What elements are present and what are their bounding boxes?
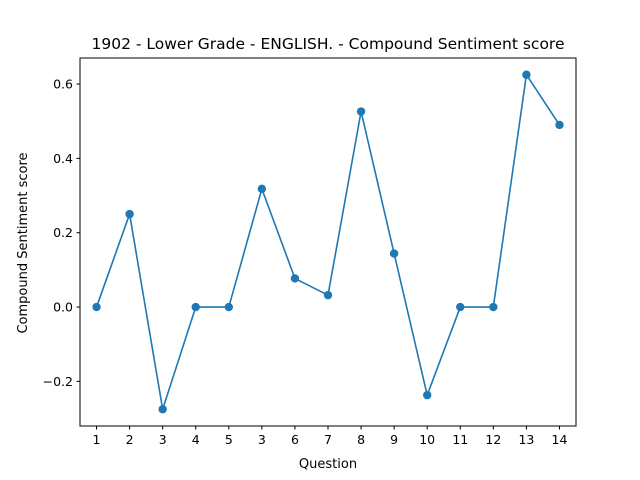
data-point: [423, 390, 432, 400]
x-tick-label: 3: [258, 432, 266, 447]
y-axis: −0.2 0.0 0.2 0.4 0.6: [43, 77, 80, 389]
x-tick-label: 10: [419, 432, 435, 447]
chart-title: 1902 - Lower Grade - ENGLISH. - Compound…: [92, 35, 565, 53]
x-tick-label: 11: [452, 432, 468, 447]
x-tick-label: 8: [357, 432, 365, 447]
x-tick-label: 3: [159, 432, 167, 447]
data-point: [290, 274, 300, 283]
data-point: [257, 184, 267, 194]
data-point: [456, 302, 465, 312]
data-point: [356, 107, 366, 116]
y-tick-label: 0.2: [53, 225, 73, 240]
x-axis: 1 2 3 4 5 3 6 7 8 9 10 11 12 13 14: [93, 426, 568, 447]
data-point: [555, 120, 564, 130]
x-tick-label: 6: [291, 432, 299, 447]
y-tick-label: 0.0: [53, 300, 73, 315]
x-tick-label: 1: [93, 432, 101, 447]
data-point: [125, 209, 134, 219]
x-tick-label: 14: [552, 432, 568, 447]
y-axis-label: Compound Sentiment score: [16, 152, 31, 333]
x-axis-label: Question: [299, 457, 357, 472]
x-tick-label: 2: [126, 432, 134, 447]
x-tick-label: 13: [518, 432, 534, 447]
series-points-group: [92, 70, 564, 414]
data-point: [158, 405, 167, 414]
data-point: [389, 249, 399, 258]
y-tick-label: −0.2: [43, 374, 73, 389]
x-tick-label: 7: [324, 432, 332, 447]
plot-frame: [79, 57, 577, 427]
data-point: [323, 290, 333, 300]
data-point: [92, 302, 101, 312]
data-point: [489, 302, 498, 312]
data-point: [522, 70, 531, 79]
data-point: [224, 302, 233, 312]
y-tick-label: 0.6: [53, 77, 73, 92]
x-tick-label: 12: [485, 432, 501, 447]
y-tick-label: 0.4: [53, 151, 73, 166]
data-point: [191, 302, 200, 312]
x-tick-label: 9: [390, 432, 398, 447]
x-tick-label: 5: [225, 432, 233, 447]
x-tick-label: 4: [192, 432, 200, 447]
